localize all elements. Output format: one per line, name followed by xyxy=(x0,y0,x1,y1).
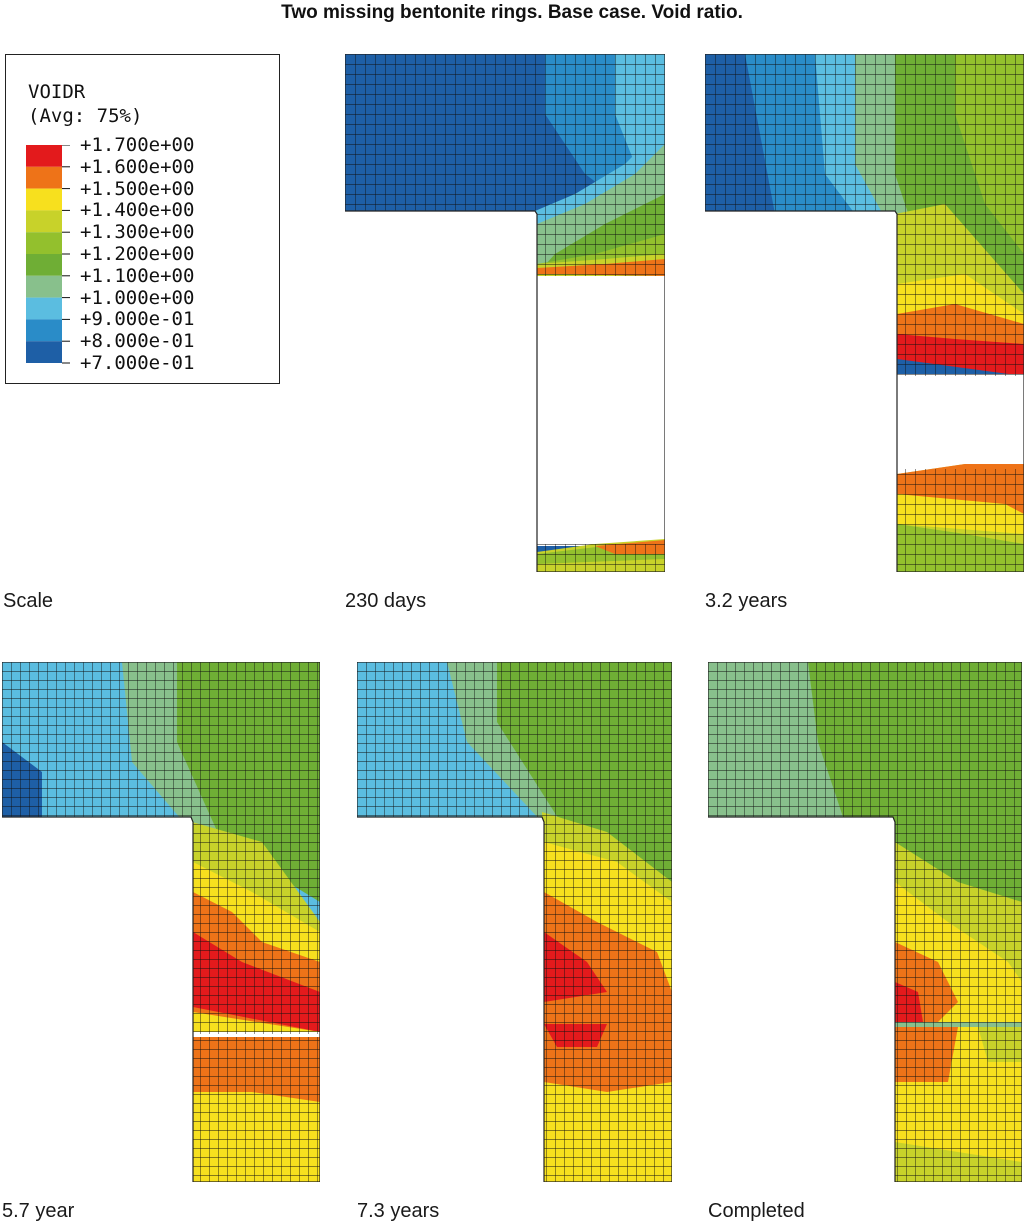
caption-7-3-years: 7.3 years xyxy=(357,1200,440,1222)
legend-level-label: +7.000e-01 xyxy=(80,352,195,374)
legend-level-label: +1.000e+00 xyxy=(80,286,195,309)
legend-swatch xyxy=(26,254,62,276)
legend-level-label: +1.600e+00 xyxy=(80,155,195,178)
legend-level-label: +1.300e+00 xyxy=(80,221,195,244)
color-scale-legend: VOIDR (Avg: 75%) +1.700e+00 +1.600e+00 +1.… xyxy=(5,54,280,384)
legend-swatch xyxy=(26,145,62,167)
legend-level-label: +1.200e+00 xyxy=(80,243,195,265)
caption-230-days: 230 days xyxy=(345,590,427,612)
legend-averaging: (Avg: 75%) xyxy=(28,105,143,127)
caption-scale: Scale xyxy=(3,590,54,612)
panel-5-7-year xyxy=(2,662,320,1182)
legend-swatch xyxy=(26,275,62,298)
legend-swatch xyxy=(26,188,62,211)
figure-title: Two missing bentonite rings. Base case. … xyxy=(281,2,743,23)
caption-completed: Completed xyxy=(708,1200,805,1222)
panel-3-2-years xyxy=(705,54,1024,572)
caption-5-7-year: 5.7 year xyxy=(2,1200,75,1222)
legend-swatch xyxy=(26,166,62,189)
caption-3-2-years: 3.2 years xyxy=(705,590,788,612)
legend-level-label: +1.500e+00 xyxy=(80,177,195,200)
legend-color-bar xyxy=(26,145,70,364)
legend-level-label: +1.100e+00 xyxy=(80,264,195,287)
legend-swatch xyxy=(26,341,62,363)
legend-level-label: +9.000e-01 xyxy=(80,308,195,331)
panel-230-days xyxy=(345,54,665,572)
legend-level-label: +1.700e+00 xyxy=(80,134,195,156)
legend-level-label: +8.000e-01 xyxy=(80,330,195,353)
legend-swatch xyxy=(26,210,62,233)
panel-7-3-years xyxy=(357,662,672,1182)
legend-variable: VOIDR xyxy=(28,81,86,103)
legend-level-label: +1.400e+00 xyxy=(80,199,195,222)
legend-swatch xyxy=(26,319,62,342)
legend-swatch xyxy=(26,232,62,254)
panel-completed xyxy=(708,662,1022,1182)
legend-swatch xyxy=(26,297,62,320)
